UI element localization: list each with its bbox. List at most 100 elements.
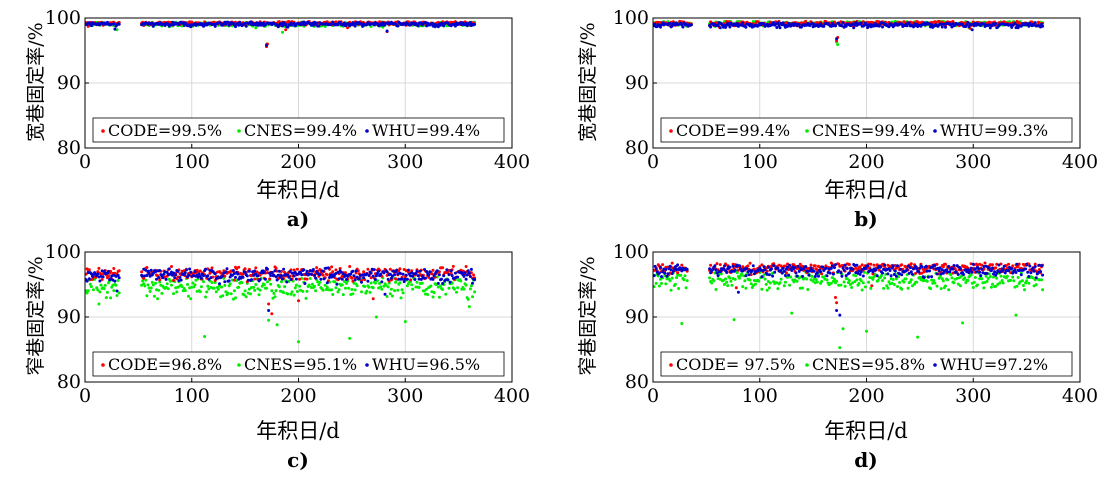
panel-c-xtick-label: 300 — [387, 385, 423, 407]
panel-b-point-whu — [709, 25, 713, 29]
panel-d-point-whu — [937, 269, 941, 273]
panel-c-point-whu — [174, 273, 178, 277]
panel-c-point-whu — [275, 278, 279, 282]
panel-d-point-cnes — [992, 275, 995, 279]
panel-b-caption: b) — [854, 207, 877, 231]
panel-d-point-whu — [842, 268, 846, 272]
panel-c-point-whu — [388, 272, 392, 276]
panel-b-point-whu — [668, 22, 672, 26]
panel-d-ytick-label: 100 — [613, 241, 649, 263]
panel-b-point-code — [756, 20, 760, 24]
panel-d-point-cnes — [1023, 288, 1026, 292]
panel-c-point-whu — [362, 276, 366, 280]
panel-c-point-cnes — [226, 291, 230, 295]
panel-d-point-whu — [933, 264, 937, 268]
panel-c-point-whu — [225, 267, 229, 271]
panel-c-point-cnes — [389, 287, 393, 291]
panel-a-point-whu — [353, 24, 357, 28]
panel-c-point-whu — [164, 277, 168, 281]
panel-c-point-whu — [253, 269, 257, 273]
panel-c-point-whu — [243, 270, 247, 274]
panel-d-point-cnes — [950, 276, 954, 280]
panel-c-point-code — [472, 273, 476, 277]
panel-d-point-code — [847, 263, 851, 266]
panel-d-point-cnes — [725, 280, 729, 284]
panel-d-point-whu — [809, 266, 813, 270]
panel-c-point-whu — [377, 269, 381, 273]
panel-d-point-cnes — [949, 273, 953, 277]
panel-d-point-cnes — [859, 279, 863, 283]
panel-d-point-cnes — [729, 279, 733, 283]
panel-c-point-code — [210, 266, 214, 270]
panel-c-point-cnes — [342, 280, 346, 283]
panel-c-point-code — [297, 299, 300, 303]
panel-d-point-cnes — [811, 279, 815, 283]
panel-c-point-cnes — [473, 290, 477, 294]
panel-c-point-whu — [398, 271, 402, 275]
panel-c-point-whu — [380, 280, 384, 284]
panel-c-point-code — [441, 266, 445, 270]
panel-d-point-whu — [790, 269, 794, 272]
panel-d-point-whu — [733, 268, 737, 272]
panel-c-point-whu — [98, 279, 102, 283]
panel-b-point-whu — [681, 25, 685, 29]
panel-b-legend-marker-code — [669, 129, 673, 133]
panel-d-point-cnes — [999, 274, 1003, 278]
panel-c-point-whu — [341, 272, 345, 276]
panel-c-legend-entry-whu: WHU=96.5% — [372, 355, 480, 374]
panel-d-point-cnes — [1041, 288, 1045, 292]
panel-d-point-cnes — [963, 276, 967, 280]
panel-d-point-cnes — [683, 274, 687, 278]
panel-d-point-cnes — [906, 286, 910, 290]
panel-c-point-cnes — [279, 280, 283, 284]
panel-b-legend-box — [660, 117, 1073, 143]
panel-b-point-whu — [988, 26, 992, 30]
panel-c-point-cnes — [297, 340, 300, 344]
panel-d-point-code — [900, 263, 904, 267]
panel-c-point-cnes — [298, 284, 302, 288]
panel-d-point-whu — [715, 271, 719, 275]
panel-c-point-cnes — [423, 289, 426, 293]
panel-c-point-cnes — [148, 289, 152, 293]
panel-d-point-cnes — [757, 279, 761, 283]
panel-d-point-cnes — [996, 282, 1000, 286]
panel-c-point-whu — [236, 272, 240, 276]
panel-c-point-code — [198, 269, 202, 273]
panel-d-point-cnes — [760, 287, 764, 291]
panel-d-point-cnes — [984, 274, 988, 278]
panel-d-point-whu — [967, 271, 971, 275]
panel-c-point-cnes — [146, 283, 150, 287]
panel-d-point-whu — [676, 263, 680, 267]
panel-a-point-whu — [284, 22, 288, 26]
panel-b-point-whu — [881, 25, 884, 29]
panel-d-point-whu — [920, 265, 924, 269]
panel-c-point-cnes — [232, 289, 236, 293]
panel-c-point-code — [253, 277, 257, 281]
panel-c-point-code — [394, 277, 398, 281]
panel-c-point-cnes — [385, 295, 389, 298]
panel-c-point-whu — [293, 271, 297, 274]
panel-d-point-cnes — [947, 288, 951, 292]
panel-d-point-whu — [731, 264, 735, 268]
panel-b-legend: CODE=99.4% CNES=99.4% WHU=99.3% — [660, 117, 1073, 143]
panel-c-point-cnes — [150, 280, 154, 284]
panel-c-point-code — [371, 297, 375, 301]
panel-c-point-whu — [445, 268, 449, 272]
panel-c-point-whu — [415, 269, 419, 273]
panel-c-point-whu — [453, 271, 457, 275]
panel-b-point-whu — [786, 24, 789, 28]
panel-c-point-cnes — [313, 284, 316, 288]
panel-d-point-whu — [989, 269, 993, 273]
panel-d-point-code — [837, 262, 841, 266]
panel-c-point-whu — [337, 277, 341, 281]
panel-c-xtick-label: 400 — [494, 385, 530, 407]
panel-d-point-whu — [783, 274, 787, 277]
panel-c-point-cnes — [330, 288, 334, 292]
panel-d-point-whu — [668, 264, 672, 268]
panel-c-point-code — [107, 274, 110, 278]
panel-d-point-code — [676, 271, 680, 275]
panel-d-point-cnes — [929, 287, 932, 291]
panel-b-point-whu — [778, 26, 782, 30]
panel-c-point-whu — [383, 292, 387, 296]
panel-a-xtick-label: 100 — [174, 151, 210, 173]
